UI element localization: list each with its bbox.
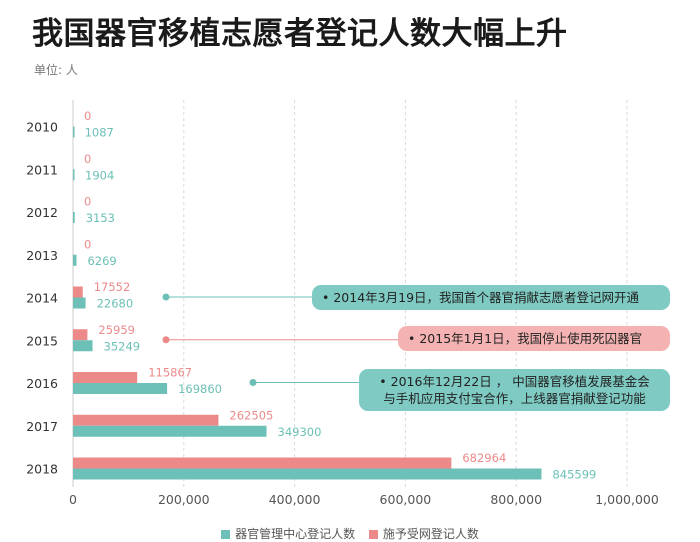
y-tick-label: 2010: [26, 120, 58, 135]
bar-network: [73, 414, 219, 426]
annotation-dot: [162, 293, 170, 301]
data-label-center: 1087: [85, 126, 114, 140]
legend-swatch-teal: [221, 530, 231, 539]
bar-center: [73, 169, 75, 181]
annotation-2016-text-line1: • 2016年12月22日 ， 中国器官移植发展基金会: [379, 374, 650, 389]
x-tick-label: 200,000: [158, 492, 210, 507]
bar-network: [73, 372, 138, 383]
data-label-center: 169860: [178, 382, 222, 396]
bar-center: [73, 468, 542, 480]
y-tick-label: 2012: [26, 205, 58, 220]
data-label-center: 6269: [87, 254, 116, 268]
annotation-dot: [162, 336, 170, 344]
bar-center: [73, 254, 77, 266]
bar-network: [73, 286, 83, 298]
y-tick-label: 2017: [26, 419, 58, 434]
y-tick-label: 2013: [26, 248, 58, 263]
annotation-2014-text: • 2014年3月19日，我国首个器官捐献志愿者登记网开通: [322, 290, 640, 305]
data-label-network: 0: [84, 195, 91, 209]
data-label-network: 25959: [98, 323, 135, 337]
legend-label-center: 器官管理中心登记人数: [235, 527, 356, 541]
annotation-2014: • 2014年3月19日，我国首个器官捐献志愿者登记网开通: [312, 285, 670, 310]
legend-item-network: 施予受网登记人数: [368, 525, 479, 542]
bar-center: [73, 126, 75, 138]
y-tick-label: 2018: [26, 462, 58, 477]
y-tick-label: 2011: [26, 162, 58, 177]
data-label-center: 22680: [97, 297, 134, 311]
legend-label-network: 施予受网登记人数: [382, 527, 479, 541]
bar-center: [73, 383, 168, 394]
data-label-center: 349300: [278, 425, 322, 439]
data-label-network: 0: [84, 109, 91, 123]
legend-item-center: 器官管理中心登记人数: [221, 525, 355, 542]
y-tick-label: 2016: [26, 376, 58, 391]
x-tick-label: 0: [69, 492, 77, 507]
data-label-center: 845599: [552, 468, 596, 482]
x-tick-label: 1,000,000: [595, 492, 659, 507]
legend: 器官管理中心登记人数 施予受网登记人数: [0, 525, 700, 542]
y-tick-label: 2014: [26, 291, 58, 306]
bar-center: [73, 425, 267, 437]
data-label-network: 17552: [94, 280, 131, 294]
annotation-2016-text-line2: 与手机应用支付宝合作，上线器官捐献登记功能: [383, 391, 646, 406]
data-label-network: 0: [84, 237, 91, 251]
data-label-network: 262505: [229, 408, 273, 422]
chart-title: 我国器官移植志愿者登记人数大幅上升: [32, 16, 568, 52]
bar-network: [73, 457, 452, 469]
bar-network: [73, 329, 88, 341]
x-tick-label: 400,000: [269, 492, 321, 507]
annotation-2015-text: • 2015年1月1日，我国停止使用死囚器官: [408, 331, 643, 346]
data-label-center: 3153: [86, 211, 115, 225]
data-label-network: 0: [84, 152, 91, 166]
bar-center: [73, 212, 75, 223]
data-label-center: 1904: [85, 168, 114, 182]
annotation-2015: • 2015年1月1日，我国停止使用死囚器官: [398, 326, 670, 351]
data-label-network: 682964: [462, 451, 506, 465]
legend-swatch-pink: [368, 530, 378, 539]
x-tick-label: 800,000: [490, 492, 542, 507]
y-tick-label: 2015: [26, 333, 58, 348]
annotation-dot: [249, 379, 257, 386]
bar-center: [73, 297, 86, 309]
annotation-2016: • 2016年12月22日 ， 中国器官移植发展基金会 与手机应用支付宝合作，上…: [359, 369, 670, 411]
data-label-network: 115867: [148, 366, 192, 380]
bar-center: [73, 340, 93, 352]
data-label-center: 35249: [104, 339, 141, 353]
x-tick-label: 600,000: [380, 492, 432, 507]
unit-label: 单位: 人: [34, 63, 78, 77]
